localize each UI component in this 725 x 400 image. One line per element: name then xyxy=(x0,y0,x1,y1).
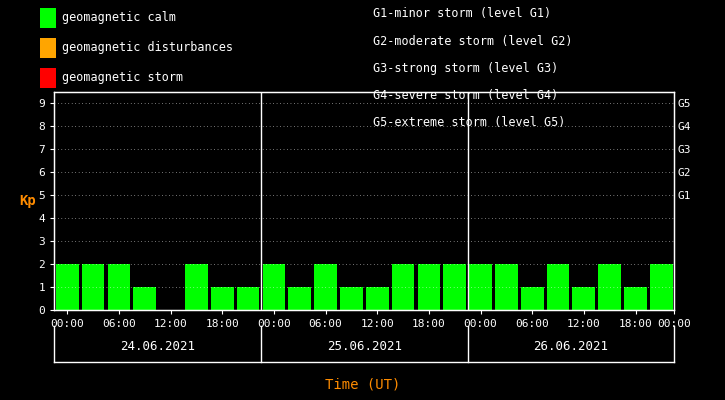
Bar xyxy=(185,264,208,310)
Bar xyxy=(650,264,673,310)
Bar xyxy=(469,264,492,310)
Text: 24.06.2021: 24.06.2021 xyxy=(120,340,195,352)
Text: G4-severe storm (level G4): G4-severe storm (level G4) xyxy=(373,89,559,102)
Bar xyxy=(262,264,285,310)
Bar xyxy=(547,264,569,310)
Text: G1-minor storm (level G1): G1-minor storm (level G1) xyxy=(373,8,552,20)
Bar xyxy=(495,264,518,310)
Text: Time (UT): Time (UT) xyxy=(325,378,400,392)
Y-axis label: Kp: Kp xyxy=(19,194,36,208)
Text: G5-extreme storm (level G5): G5-extreme storm (level G5) xyxy=(373,116,566,129)
Text: geomagnetic disturbances: geomagnetic disturbances xyxy=(62,42,233,54)
Text: G2-moderate storm (level G2): G2-moderate storm (level G2) xyxy=(373,35,573,48)
Bar xyxy=(366,287,389,310)
Bar xyxy=(211,287,233,310)
Bar xyxy=(107,264,130,310)
Text: geomagnetic calm: geomagnetic calm xyxy=(62,12,175,24)
Bar xyxy=(314,264,337,310)
Bar xyxy=(82,264,104,310)
Bar xyxy=(598,264,621,310)
Bar xyxy=(392,264,415,310)
Text: 26.06.2021: 26.06.2021 xyxy=(534,340,608,352)
Bar xyxy=(340,287,362,310)
Bar xyxy=(237,287,260,310)
Text: geomagnetic storm: geomagnetic storm xyxy=(62,72,183,84)
Bar xyxy=(56,264,78,310)
Bar xyxy=(521,287,544,310)
Bar xyxy=(289,287,311,310)
Text: G3-strong storm (level G3): G3-strong storm (level G3) xyxy=(373,62,559,75)
Text: 25.06.2021: 25.06.2021 xyxy=(327,340,402,352)
Bar xyxy=(624,287,647,310)
Bar xyxy=(444,264,466,310)
Bar xyxy=(133,287,156,310)
Bar xyxy=(418,264,440,310)
Bar xyxy=(573,287,595,310)
